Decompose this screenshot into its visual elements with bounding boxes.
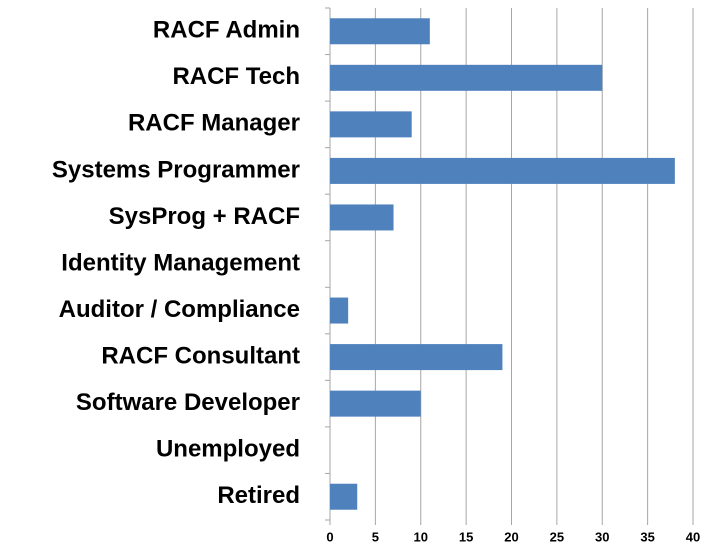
x-tick-label: 15 bbox=[459, 529, 473, 544]
bar bbox=[330, 344, 503, 371]
y-tick-label: Systems Programmer bbox=[52, 156, 300, 183]
y-tick-label: Unemployed bbox=[156, 436, 300, 463]
bar bbox=[330, 18, 430, 45]
y-tick-label: RACF Consultant bbox=[101, 342, 300, 369]
x-tick-label: 30 bbox=[595, 529, 609, 544]
x-tick-label: 40 bbox=[686, 529, 700, 544]
y-tick-label: RACF Tech bbox=[172, 63, 300, 90]
x-tick-label: 10 bbox=[414, 529, 428, 544]
bar bbox=[330, 111, 412, 138]
x-tick-label: 20 bbox=[504, 529, 518, 544]
bar bbox=[330, 64, 603, 91]
y-tick-label: Software Developer bbox=[76, 389, 300, 416]
y-tick-label: Retired bbox=[217, 482, 300, 509]
y-tick-label: RACF Admin bbox=[153, 17, 300, 44]
x-tick-label: 35 bbox=[640, 529, 654, 544]
bar bbox=[330, 297, 349, 324]
y-tick-label: Auditor / Compliance bbox=[59, 296, 300, 323]
x-tick-label: 5 bbox=[372, 529, 379, 544]
bar bbox=[330, 390, 421, 417]
bar bbox=[330, 157, 675, 184]
y-tick-label: RACF Manager bbox=[128, 110, 300, 137]
bar bbox=[330, 483, 358, 510]
y-tick-label: SysProg + RACF bbox=[109, 203, 300, 230]
y-tick-label: Identity Management bbox=[61, 249, 300, 276]
x-tick-label: 0 bbox=[326, 529, 333, 544]
x-tick-label: 25 bbox=[550, 529, 564, 544]
bar bbox=[330, 204, 394, 231]
